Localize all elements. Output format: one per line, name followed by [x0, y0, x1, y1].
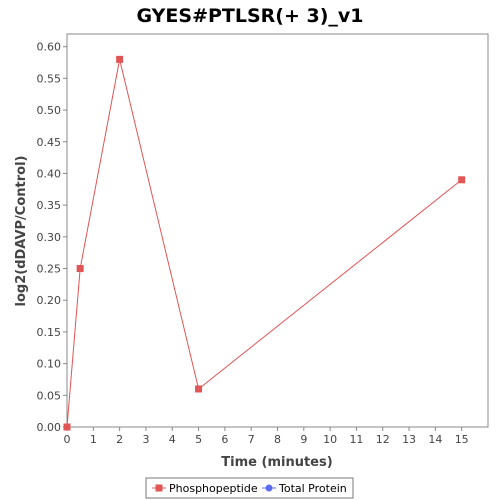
- plot-area: [66, 33, 489, 428]
- y-tick-label: 0.35: [37, 199, 62, 212]
- y-tick-label: 0.40: [37, 167, 62, 180]
- data-point: [63, 423, 71, 431]
- y-tick-label: 0.20: [37, 294, 62, 307]
- x-tick-label: 7: [248, 433, 255, 446]
- x-tick-label: 11: [349, 433, 363, 446]
- x-tick-label: 9: [300, 433, 307, 446]
- x-tick-label: 4: [169, 433, 176, 446]
- x-axis-label: Time (minutes): [221, 455, 332, 470]
- x-tick-label: 14: [428, 433, 442, 446]
- y-tick-label: 0.15: [37, 326, 62, 339]
- data-point: [458, 176, 466, 184]
- x-tick-label: 0: [64, 433, 71, 446]
- x-tick-label: 12: [376, 433, 390, 446]
- y-axis: 0.00 0.05 0.10 0.15 0.20 0.25 0.30 0.35 0.40 0.45…: [37, 41, 67, 434]
- y-tick-label: 0.10: [37, 358, 62, 371]
- legend-marker: [265, 484, 273, 492]
- x-tick-label: 13: [402, 433, 416, 446]
- x-tick-label: 15: [455, 433, 469, 446]
- x-tick-label: 8: [274, 433, 281, 446]
- x-axis: 0 1 2 3 4 5 6 7 8 9 10 11 12 13 14 15: [64, 427, 469, 446]
- x-tick-label: 1: [90, 433, 97, 446]
- y-tick-label: 0.60: [37, 41, 62, 54]
- x-tick-label: 6: [221, 433, 228, 446]
- x-tick-label: 10: [323, 433, 337, 446]
- y-tick-label: 0.00: [37, 421, 62, 434]
- y-axis-label: log2(dDAVP/Control): [14, 156, 29, 307]
- legend-label: Total Protein: [278, 482, 347, 495]
- x-tick-label: 5: [195, 433, 202, 446]
- x-tick-label: 3: [142, 433, 149, 446]
- y-tick-label: 0.50: [37, 104, 62, 117]
- y-tick-label: 0.55: [37, 72, 62, 85]
- chart-title: GYES#PTLSR(+ 3)_v1: [136, 5, 363, 27]
- y-tick-label: 0.45: [37, 136, 62, 149]
- legend: Phosphopeptide Total Protein: [145, 477, 354, 499]
- y-tick-label: 0.05: [37, 389, 62, 402]
- data-point: [116, 55, 124, 63]
- legend-label: Phosphopeptide: [169, 482, 258, 495]
- data-point: [76, 265, 84, 273]
- x-tick-label: 2: [116, 433, 123, 446]
- y-tick-label: 0.25: [37, 263, 62, 276]
- data-point: [195, 385, 203, 393]
- series-layer: [63, 55, 466, 431]
- legend-box: [145, 477, 354, 499]
- y-tick-label: 0.30: [37, 231, 62, 244]
- legend-marker: [155, 484, 163, 492]
